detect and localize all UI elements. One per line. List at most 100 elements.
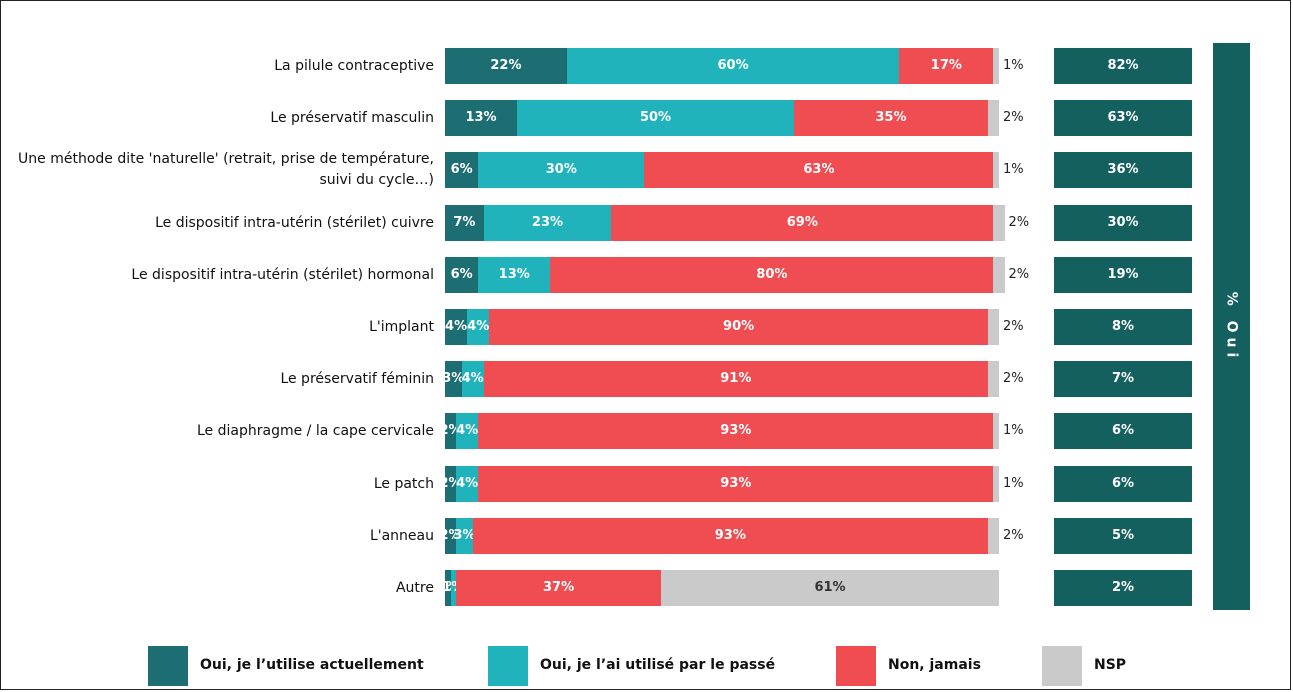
segment-value-label: 50% — [639, 110, 672, 125]
totals-header-bar — [1213, 43, 1250, 610]
nsp-value-label: 2% — [1008, 267, 1030, 282]
category-label: L'implant — [369, 318, 434, 335]
bar-segment — [445, 570, 451, 606]
bar-segment — [993, 257, 1005, 293]
segment-value-label: 3% — [442, 371, 465, 386]
bar-segment — [489, 309, 988, 345]
segment-value-label: 4% — [467, 319, 490, 334]
bar-segment — [450, 570, 457, 606]
bar-segment — [993, 413, 999, 449]
total-oui-value: 19% — [1054, 257, 1192, 293]
category-label: L'anneau — [369, 527, 434, 544]
bar-segment — [445, 257, 479, 293]
legend-label: Non, jamais — [888, 657, 981, 673]
category-label: Le diaphragme / la cape cervicale — [197, 422, 434, 439]
bar-segment — [987, 361, 999, 397]
segment-value-label: 2% — [439, 528, 462, 543]
total-oui-value: 82% — [1054, 48, 1192, 84]
category-label: Le dispositif intra-utérin (stérilet) cu… — [155, 214, 434, 231]
bar-segment — [456, 413, 479, 449]
bar-segment — [899, 48, 994, 84]
segment-value-label: 93% — [720, 476, 752, 491]
bar-segment — [478, 257, 551, 293]
bar-segment — [445, 518, 457, 554]
bar-segment — [550, 257, 994, 293]
bar-segment — [456, 570, 662, 606]
category-label: La pilule contraceptive — [274, 57, 434, 74]
bar-segment — [483, 205, 612, 241]
segment-value-label: 4% — [456, 423, 479, 438]
total-oui-value: 8% — [1054, 309, 1192, 345]
segment-value-label: 4% — [456, 476, 479, 491]
segment-value-label: 61% — [814, 580, 846, 595]
legend-label: NSP — [1094, 657, 1127, 673]
total-oui-value: 36% — [1054, 152, 1192, 188]
bar-segment — [987, 100, 999, 136]
bar-segment — [445, 48, 567, 84]
bar-segment — [461, 361, 484, 397]
nsp-value-label: 1% — [1003, 162, 1024, 177]
nsp-value-label: 2% — [1003, 110, 1024, 125]
bar-segment — [472, 518, 988, 554]
total-oui-value: 6% — [1054, 466, 1192, 502]
segment-value-label: 7% — [453, 215, 476, 230]
bar-segment — [478, 466, 994, 502]
category-label: Le préservatif féminin — [280, 370, 434, 387]
bar-segment — [993, 466, 999, 502]
bar-segment — [456, 518, 473, 554]
bar-segment — [483, 361, 988, 397]
segment-value-label: 30% — [545, 162, 577, 177]
bar-segment — [478, 152, 645, 188]
segment-value-label: 37% — [543, 580, 575, 595]
category-label: Une méthode dite 'naturelle' (retrait, p… — [18, 151, 434, 188]
segment-value-label: 6% — [450, 267, 473, 282]
segment-value-label: 4% — [461, 371, 484, 386]
nsp-value-label: 1% — [1003, 476, 1024, 491]
bar-segment — [993, 48, 999, 84]
category-label: Autre — [395, 579, 434, 596]
segment-value-label: 80% — [756, 267, 788, 282]
bar-segment — [445, 152, 479, 188]
segment-value-label: 2% — [439, 476, 462, 491]
legend-swatch — [1042, 646, 1082, 686]
bar-segment — [467, 309, 490, 345]
total-oui-value: 7% — [1054, 361, 1192, 397]
total-oui-value: 63% — [1054, 100, 1192, 136]
segment-value-label: 3% — [453, 528, 476, 543]
bar-segment — [517, 100, 795, 136]
segment-value-label: 93% — [720, 423, 752, 438]
nsp-value-label: 1% — [1003, 58, 1024, 73]
legend-swatch — [488, 646, 528, 686]
segment-value-label: 23% — [531, 215, 564, 230]
bar-segment — [987, 518, 999, 554]
segment-value-label: 60% — [717, 58, 749, 73]
category-label: Le préservatif masculin — [270, 109, 434, 126]
segment-value-label: 22% — [490, 58, 522, 73]
bar-segment — [445, 309, 468, 345]
bar-segment — [445, 205, 484, 241]
nsp-value-label: 2% — [1003, 319, 1024, 334]
total-oui-value: 5% — [1054, 518, 1192, 554]
bar-segment — [445, 100, 518, 136]
category-label: Le dispositif intra-utérin (stérilet) ho… — [131, 266, 434, 283]
bar-segment — [445, 361, 462, 397]
bar-segment — [794, 100, 988, 136]
legend-swatch — [148, 646, 188, 686]
bar-segment — [993, 205, 1005, 241]
category-label: Le patch — [373, 475, 434, 492]
bar-segment — [661, 570, 999, 606]
bar-segment — [445, 413, 457, 449]
segment-value-label: 69% — [786, 215, 818, 230]
segment-value-label: 91% — [720, 371, 752, 386]
nsp-value-label: 2% — [1003, 528, 1024, 543]
bar-segment — [445, 466, 457, 502]
segment-value-label: 90% — [723, 319, 755, 334]
segment-value-label: 4% — [445, 319, 468, 334]
bar-segment — [993, 152, 999, 188]
segment-value-label: 35% — [875, 110, 907, 125]
segment-value-label: 93% — [714, 528, 746, 543]
segment-value-label: 2% — [439, 423, 462, 438]
total-oui-value: 30% — [1054, 205, 1192, 241]
legend-label: Oui, je l’utilise actuellement — [200, 657, 424, 673]
